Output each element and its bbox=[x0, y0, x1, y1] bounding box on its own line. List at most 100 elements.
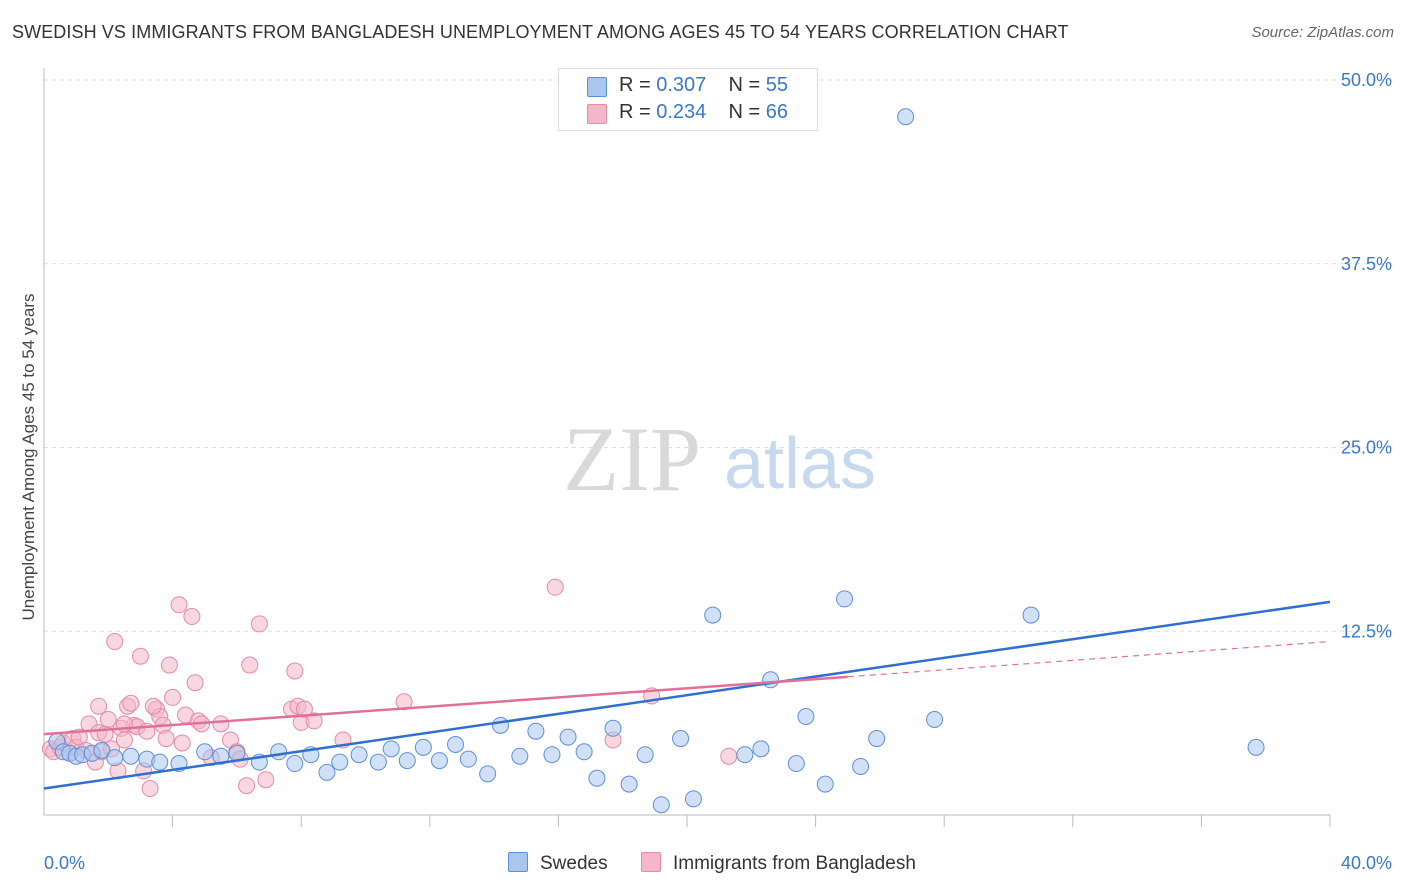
legend-n-value: 55 bbox=[765, 74, 789, 96]
bangladesh-label: Immigrants from Bangladesh bbox=[673, 853, 916, 874]
bangladesh-point bbox=[99, 710, 117, 728]
swedes-point bbox=[588, 769, 606, 787]
y-tick-label: 12.5% bbox=[1341, 621, 1392, 641]
swedes-points bbox=[48, 108, 1265, 814]
swedes-point bbox=[897, 108, 915, 126]
bangladesh-point bbox=[106, 633, 124, 651]
legend-n-label: N = bbox=[728, 101, 766, 123]
watermark-zip: ZIP bbox=[563, 408, 701, 510]
swedes-point bbox=[382, 740, 400, 758]
swedes-point bbox=[398, 752, 416, 770]
swedes-point bbox=[492, 716, 510, 734]
bangladesh-trend-extension bbox=[847, 640, 1331, 678]
swedes-point bbox=[318, 763, 336, 781]
bangladesh-point bbox=[720, 747, 738, 765]
swedes-point bbox=[527, 722, 545, 740]
bangladesh-point bbox=[250, 615, 268, 633]
bangladesh-point bbox=[160, 656, 178, 674]
swedes-point bbox=[636, 746, 654, 764]
bangladesh-points bbox=[41, 578, 738, 798]
swedes-point bbox=[122, 747, 140, 765]
swedes-point bbox=[430, 752, 448, 770]
swedes-swatch bbox=[508, 852, 528, 872]
swedes-point bbox=[543, 746, 561, 764]
x-tick-label: 40.0% bbox=[1341, 853, 1392, 873]
swedes-point bbox=[369, 753, 387, 771]
bangladesh-point bbox=[186, 674, 204, 692]
y-tick-label: 37.5% bbox=[1341, 254, 1392, 274]
bangladesh-point bbox=[546, 578, 564, 596]
bangladesh-point bbox=[131, 647, 149, 665]
y-tick-label: 50.0% bbox=[1341, 70, 1392, 90]
bangladesh-swatch bbox=[641, 852, 661, 872]
legend-r-label: R = bbox=[619, 101, 657, 123]
swedes-point bbox=[926, 710, 944, 728]
swedes-point bbox=[331, 753, 349, 771]
legend-n-label: N = bbox=[728, 74, 766, 96]
swedes-point bbox=[559, 728, 577, 746]
swedes-point bbox=[736, 746, 754, 764]
swedes-point bbox=[604, 719, 622, 737]
y-tick-label: 25.0% bbox=[1341, 438, 1392, 458]
bangladesh-point bbox=[144, 697, 162, 715]
legend-r-value: 0.234 bbox=[656, 101, 707, 123]
bangladesh-point bbox=[183, 608, 201, 626]
grid-lines bbox=[44, 79, 1392, 632]
watermark-atlas: atlas bbox=[724, 424, 876, 504]
swedes-swatch bbox=[587, 77, 607, 97]
tick-labels: 12.5% 25.0% 37.5% 50.0% 0.0% 40.0% bbox=[44, 70, 1392, 873]
swedes-point bbox=[704, 606, 722, 624]
swedes-point bbox=[414, 738, 432, 756]
swedes-point bbox=[1247, 738, 1265, 756]
swedes-point bbox=[816, 775, 834, 793]
bangladesh-point bbox=[164, 688, 182, 706]
swedes-point bbox=[93, 741, 111, 759]
stats-legend: R = 0.307 N = 55 R = 0.234 N = 66 bbox=[558, 68, 818, 131]
swedes-point bbox=[106, 749, 124, 767]
swedes-point bbox=[1022, 606, 1040, 624]
bangladesh-point bbox=[257, 771, 275, 789]
swedes-label: Swedes bbox=[540, 853, 608, 874]
swedes-point bbox=[447, 735, 465, 753]
trend-lines bbox=[43, 600, 1331, 790]
swedes-point bbox=[797, 708, 815, 726]
axes bbox=[43, 68, 1331, 827]
bangladesh-point bbox=[286, 662, 304, 680]
swedes-point bbox=[652, 796, 670, 814]
bangladesh-swatch bbox=[587, 104, 607, 124]
bangladesh-point bbox=[115, 731, 133, 749]
swedes-point bbox=[196, 743, 214, 761]
bangladesh-point bbox=[295, 700, 313, 718]
legend-r-label: R = bbox=[619, 74, 657, 96]
bangladesh-trend-line bbox=[43, 675, 848, 736]
swedes-point bbox=[672, 730, 690, 748]
bangladesh-point bbox=[170, 596, 188, 614]
swedes-point bbox=[270, 743, 288, 761]
swedes-point bbox=[762, 671, 780, 689]
swedes-point bbox=[752, 740, 770, 758]
legend-r-value: 0.307 bbox=[656, 74, 707, 96]
bangladesh-point bbox=[90, 697, 108, 715]
swedes-point bbox=[350, 746, 368, 764]
bangladesh-point bbox=[395, 693, 413, 711]
x-tick-label: 0.0% bbox=[44, 853, 85, 873]
legend-n-value: 66 bbox=[765, 101, 789, 123]
swedes-point bbox=[868, 730, 886, 748]
swedes-point bbox=[212, 747, 230, 765]
swedes-point bbox=[836, 590, 854, 608]
bangladesh-point bbox=[212, 715, 230, 733]
chart-source: Source: ZipAtlas.com bbox=[1251, 24, 1394, 41]
watermark: ZIP atlas bbox=[563, 408, 876, 510]
swedes-point bbox=[151, 753, 169, 771]
swedes-point bbox=[852, 757, 870, 775]
swedes-point bbox=[511, 747, 529, 765]
bottom-legend-bangladesh: Immigrants from Bangladesh bbox=[641, 852, 916, 876]
bangladesh-point bbox=[173, 734, 191, 752]
bangladesh-point bbox=[238, 777, 256, 795]
swedes-point bbox=[787, 755, 805, 773]
chart-title: SWEDISH VS IMMIGRANTS FROM BANGLADESH UN… bbox=[12, 22, 1069, 42]
swedes-point bbox=[459, 750, 477, 768]
bangladesh-point bbox=[157, 730, 175, 748]
swedes-point bbox=[479, 765, 497, 783]
swedes-trend-line bbox=[43, 600, 1331, 790]
